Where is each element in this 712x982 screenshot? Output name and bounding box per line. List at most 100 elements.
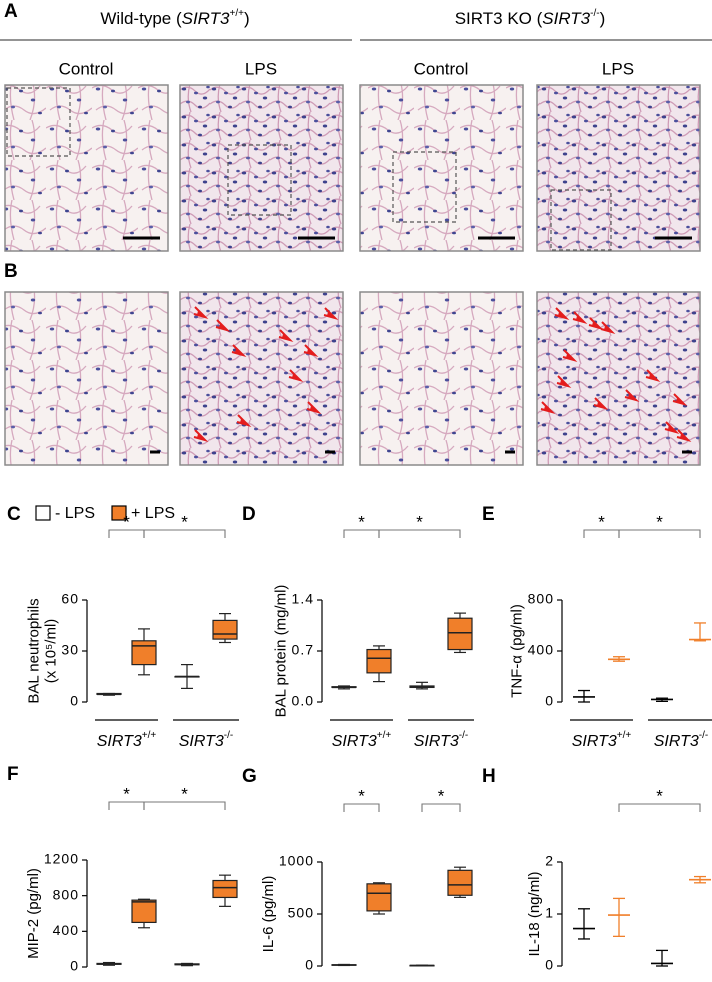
- y-tick-label: 0.0: [292, 693, 314, 709]
- micrograph: [359, 84, 524, 252]
- y-tick-label: 1000: [279, 853, 314, 869]
- arrow: [588, 317, 604, 330]
- arrow: [572, 311, 588, 324]
- group-label-part: -/-: [699, 730, 708, 741]
- significance-bracket: [343, 803, 380, 812]
- y-tick-label: 0: [545, 693, 554, 709]
- significance-bracket: [618, 803, 701, 812]
- panel-label: E: [482, 504, 495, 525]
- column-label: LPS: [245, 59, 277, 78]
- genotype-header-part: -/-: [590, 8, 599, 19]
- significance-bracket: [143, 801, 226, 810]
- y-tick-label: 400: [53, 922, 79, 938]
- legend-label: + LPS: [131, 505, 175, 522]
- zoom-boxes: [6, 87, 612, 251]
- arrow: [193, 306, 209, 319]
- group-label: SIRT3-/-: [654, 730, 709, 751]
- y-axis-label: MIP-2 (pg/ml): [25, 868, 42, 959]
- significance-label: *: [123, 512, 130, 531]
- y-tick-label: 800: [53, 886, 79, 902]
- group-label-part: +/+: [377, 730, 392, 741]
- y-tick-label: 400: [528, 642, 554, 658]
- y-axis-label: IL-6 (pg/ml): [260, 876, 277, 953]
- arrow: [664, 421, 680, 434]
- panel-label: F: [7, 764, 19, 785]
- significance-label: *: [181, 512, 188, 531]
- column-label: Control: [414, 59, 469, 78]
- group-label: SIRT3+/+: [332, 730, 392, 751]
- y-tick-label: 1.4: [292, 591, 314, 607]
- significance-label: *: [358, 512, 365, 531]
- arrow: [303, 344, 319, 357]
- arrow: [193, 429, 209, 442]
- micrograph: [179, 291, 344, 466]
- significance-label: *: [416, 512, 423, 531]
- group-label-part: SIRT3: [97, 733, 142, 750]
- group-label: SIRT3-/-: [414, 730, 469, 751]
- arrow: [556, 375, 572, 388]
- arrow: [593, 397, 609, 410]
- significance-label: *: [123, 784, 130, 803]
- group-label-part: -/-: [224, 730, 233, 741]
- box: [131, 899, 157, 924]
- group-label: SIRT3-/-: [179, 730, 234, 751]
- legend-swatch: [35, 505, 51, 521]
- significance-label: *: [358, 786, 365, 805]
- y-tick-label: 60: [61, 591, 79, 607]
- y-axis-label: BAL protein (mg/ml): [273, 585, 290, 718]
- y-tick-label: 0: [305, 957, 314, 973]
- group-label-part: SIRT3: [654, 733, 699, 750]
- panel-label: H: [482, 766, 496, 787]
- arrows: [193, 306, 692, 442]
- panel-label: C: [7, 504, 21, 525]
- significance-label: *: [181, 784, 188, 803]
- y-axis-label: IL-18 (ng/ml): [526, 871, 543, 956]
- zoom-box: [6, 87, 71, 157]
- arrow: [624, 389, 640, 402]
- box: [131, 640, 157, 666]
- y-tick-label: 30: [61, 642, 79, 658]
- micrograph: [359, 291, 524, 466]
- column-label: Control: [59, 59, 114, 78]
- genotype-header-part: ): [600, 9, 606, 28]
- micrograph: [4, 291, 169, 466]
- box: [366, 648, 392, 674]
- arrow: [645, 369, 661, 382]
- y-axis-label: BAL neutrophils: [25, 598, 42, 703]
- group-label: SIRT3+/+: [97, 730, 157, 751]
- group-label-part: SIRT3: [332, 733, 377, 750]
- box: [447, 617, 473, 651]
- panel-label: G: [242, 766, 257, 787]
- significance-bracket: [421, 803, 461, 812]
- group-label-part: SIRT3: [179, 733, 224, 750]
- genotype-header: Wild-type (SIRT3+/+): [100, 8, 249, 29]
- genotype-header-part: SIRT3: [542, 9, 590, 28]
- arrow: [306, 401, 322, 414]
- zoom-box: [392, 151, 457, 223]
- arrow: [231, 344, 247, 357]
- group-label-part: +/+: [617, 730, 632, 741]
- arrow: [540, 401, 556, 414]
- zoom-box: [550, 189, 612, 251]
- arrow: [215, 319, 231, 332]
- panel-label: D: [242, 504, 256, 525]
- box: [212, 619, 238, 640]
- box: [366, 883, 392, 912]
- legend-swatch: [111, 505, 127, 521]
- genotype-header: SIRT3 KO (SIRT3-/-): [455, 8, 606, 29]
- micrograph: [179, 84, 344, 252]
- micrograph: [536, 84, 701, 252]
- group-label-part: SIRT3: [572, 733, 617, 750]
- y-tick-label: 0: [545, 957, 554, 973]
- arrow: [288, 369, 304, 382]
- y-tick-label: 0: [70, 958, 79, 974]
- group-label-part: SIRT3: [414, 733, 459, 750]
- y-tick-label: 2: [545, 853, 554, 869]
- y-axis-label: TNF-α (pg/ml): [509, 604, 526, 698]
- zoom-box: [227, 144, 292, 216]
- genotype-header-part: ): [244, 9, 250, 28]
- significance-bracket: [618, 529, 701, 538]
- significance-label: *: [656, 786, 663, 805]
- column-label: LPS: [602, 59, 634, 78]
